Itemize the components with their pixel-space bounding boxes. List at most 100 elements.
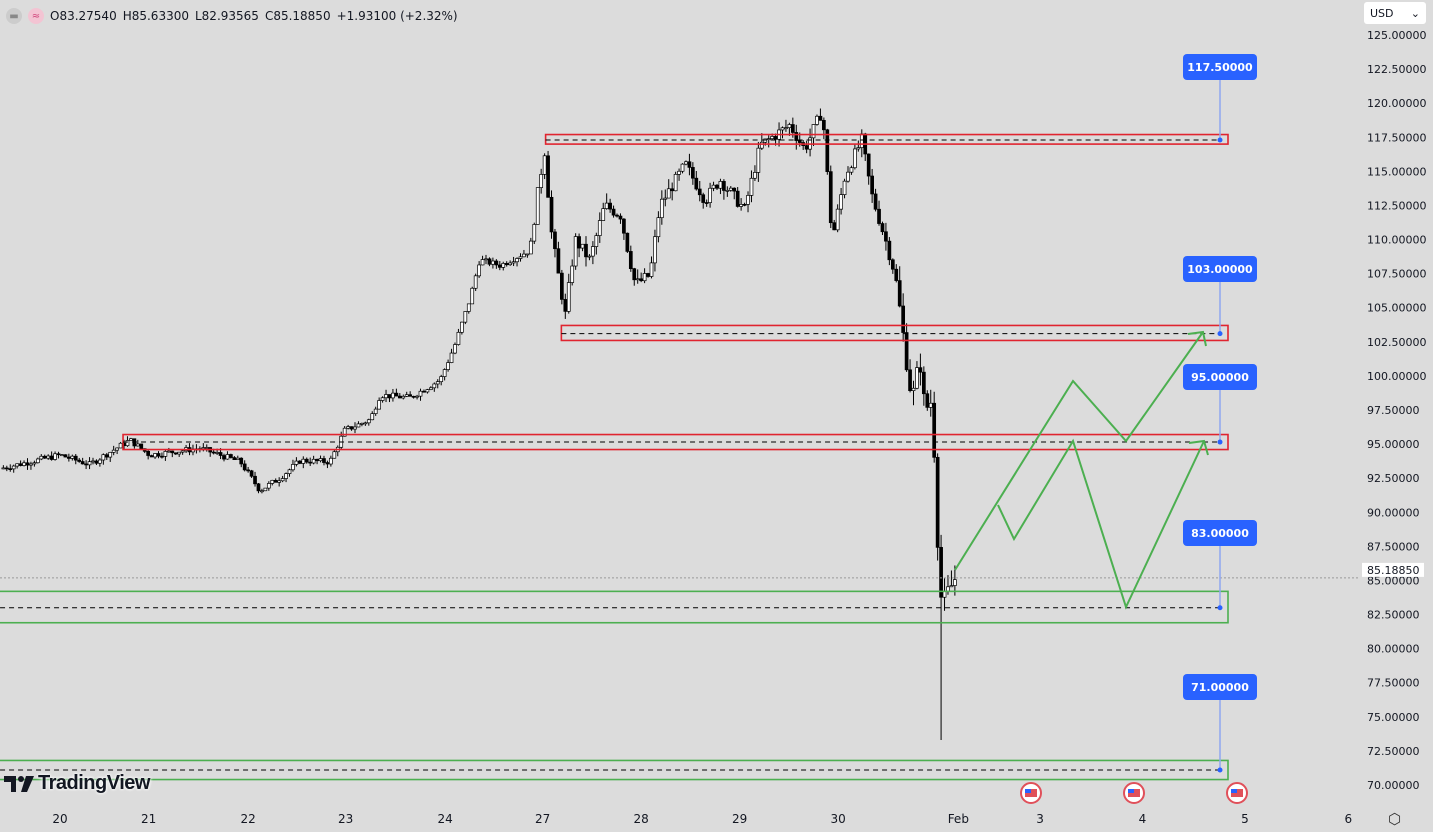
symbol-icon[interactable]: ≈ xyxy=(28,8,44,24)
price-level-badge[interactable] xyxy=(1183,364,1257,390)
candle-down xyxy=(773,136,778,140)
price-level-badge[interactable] xyxy=(1183,674,1257,700)
candle-down xyxy=(628,251,633,270)
candle-down xyxy=(160,455,164,458)
candle-down xyxy=(556,248,561,274)
candle-down xyxy=(618,215,623,220)
candle-up xyxy=(318,458,323,462)
anchor-dot[interactable] xyxy=(1217,331,1223,337)
candle-up xyxy=(332,451,337,459)
price-tick-label: 75.00000 xyxy=(1367,711,1420,724)
tradingview-logo[interactable]: TradingView xyxy=(4,772,150,795)
candle-up xyxy=(587,255,592,258)
price-tick-label: 95.00000 xyxy=(1367,438,1420,451)
candle-up xyxy=(270,479,275,484)
time-tick-label: 4 xyxy=(1138,812,1147,826)
settings-icon[interactable]: ⬡ xyxy=(1388,810,1402,828)
candle-down xyxy=(794,132,799,141)
candle-down xyxy=(8,468,13,470)
candle-up xyxy=(201,447,206,450)
candle-up xyxy=(180,450,185,453)
open-value: O83.27540 xyxy=(50,9,117,23)
candle-down xyxy=(639,278,644,282)
candle-up xyxy=(849,167,854,173)
logo-text: TradingView xyxy=(38,772,150,794)
candle-up xyxy=(35,458,40,464)
candle-up xyxy=(346,426,350,429)
currency-select[interactable]: USD ⌄ xyxy=(1364,2,1426,24)
candle-down xyxy=(611,208,616,216)
candle-up xyxy=(856,147,861,150)
candle-down xyxy=(273,479,278,483)
candle-down xyxy=(704,202,709,204)
time-tick-label: 22 xyxy=(240,812,256,826)
candle-up xyxy=(1,467,6,470)
candle-up xyxy=(759,141,764,149)
candle-up xyxy=(11,465,16,470)
candle-up xyxy=(570,265,575,283)
us-flag-event-icon[interactable] xyxy=(1226,782,1248,804)
candle-down xyxy=(563,299,568,312)
candle-down xyxy=(615,214,619,217)
candle-down xyxy=(49,455,54,460)
price-level-badge[interactable] xyxy=(1183,520,1257,546)
candle-down xyxy=(918,367,923,373)
candles xyxy=(1,108,957,740)
candle-up xyxy=(484,258,488,261)
candle-down xyxy=(735,190,740,207)
candle-up xyxy=(53,453,57,460)
candle-down xyxy=(222,455,226,460)
ohlc-legend: ▬ ≈ O83.27540 H85.63300 L82.93565 C85.18… xyxy=(6,8,458,24)
zone-support-83[interactable] xyxy=(0,590,1229,624)
candle-down xyxy=(884,231,888,242)
candle-up xyxy=(415,395,419,398)
candle-up xyxy=(301,458,306,464)
candle-up xyxy=(60,454,64,457)
candle-up xyxy=(115,447,119,451)
candle-down xyxy=(253,475,257,485)
candle-down xyxy=(790,124,795,133)
candle-up xyxy=(539,174,544,188)
candle-up xyxy=(163,451,168,457)
us-flag-event-icon[interactable] xyxy=(1123,782,1145,804)
collapse-icon[interactable]: ▬ xyxy=(6,8,22,24)
anchor-dot[interactable] xyxy=(1217,605,1223,611)
candle-up xyxy=(518,256,523,259)
candle-up xyxy=(525,253,530,256)
candle-down xyxy=(25,462,30,466)
candle-up xyxy=(377,400,381,410)
anchor-dot[interactable] xyxy=(1217,137,1223,143)
anchor-dot[interactable] xyxy=(1217,439,1223,445)
candle-up xyxy=(680,163,685,172)
price-level-badge[interactable] xyxy=(1183,54,1257,80)
price-tick-label: 80.00000 xyxy=(1367,643,1420,656)
candle-down xyxy=(832,222,837,231)
candle-down xyxy=(625,232,630,252)
projection-arrowhead-lower xyxy=(1188,439,1209,456)
price-tick-label: 72.50000 xyxy=(1367,745,1420,758)
candle-down xyxy=(56,453,61,456)
price-level-badge[interactable] xyxy=(1183,256,1257,282)
candle-up xyxy=(263,487,268,492)
price-axis[interactable]: 125.00000 122.50000 120.00000 117.50000 115.… xyxy=(1362,29,1427,792)
candle-down xyxy=(422,390,426,393)
candle-down xyxy=(584,243,588,258)
us-flag-event-icon[interactable] xyxy=(1020,782,1042,804)
zone-resistance-103[interactable] xyxy=(560,324,1229,342)
zone-support-71[interactable] xyxy=(0,759,1229,781)
candle-up xyxy=(928,402,933,408)
price-tick-label: 87.50000 xyxy=(1367,540,1420,553)
candle-down xyxy=(694,177,699,190)
candle-up xyxy=(473,275,478,289)
candle-up xyxy=(277,480,282,483)
candle-up xyxy=(542,155,547,175)
candle-up xyxy=(756,147,761,173)
anchor-dot[interactable] xyxy=(1217,767,1223,773)
candle-up xyxy=(460,321,464,333)
change-value: +1.93100 (+2.32%) xyxy=(336,9,458,23)
projection-paths xyxy=(954,330,1209,610)
candle-down xyxy=(935,456,940,548)
zone-resistance-117[interactable] xyxy=(544,133,1229,145)
candle-down xyxy=(63,454,68,458)
